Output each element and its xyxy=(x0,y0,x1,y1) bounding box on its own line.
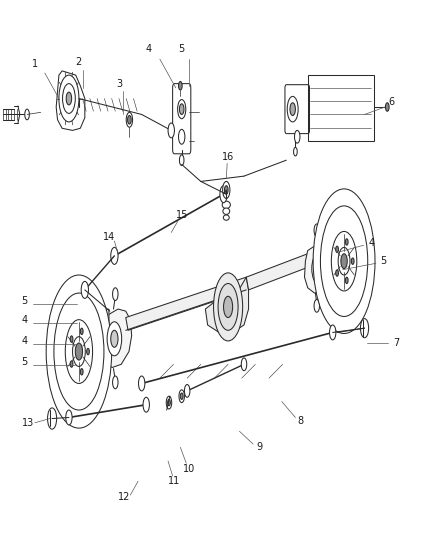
Polygon shape xyxy=(102,309,132,368)
Circle shape xyxy=(290,103,295,116)
Circle shape xyxy=(113,288,118,301)
Circle shape xyxy=(80,369,83,375)
Circle shape xyxy=(287,96,298,122)
Circle shape xyxy=(346,277,348,284)
Circle shape xyxy=(329,325,336,340)
Text: 5: 5 xyxy=(21,357,28,367)
Circle shape xyxy=(111,247,118,264)
Text: 3: 3 xyxy=(116,79,122,88)
Ellipse shape xyxy=(223,215,229,220)
Circle shape xyxy=(59,75,79,122)
Circle shape xyxy=(127,116,131,124)
Text: 11: 11 xyxy=(168,477,180,486)
Circle shape xyxy=(46,275,112,428)
Text: 16: 16 xyxy=(222,152,234,162)
Text: 10: 10 xyxy=(184,464,195,473)
Circle shape xyxy=(218,284,238,330)
Polygon shape xyxy=(205,277,248,333)
Circle shape xyxy=(180,155,184,165)
Circle shape xyxy=(314,300,319,312)
Circle shape xyxy=(168,123,174,138)
Text: 13: 13 xyxy=(22,418,34,428)
Circle shape xyxy=(168,399,170,406)
Text: 5: 5 xyxy=(21,295,28,305)
Circle shape xyxy=(223,296,233,318)
Text: 4: 4 xyxy=(368,238,374,248)
Text: 4: 4 xyxy=(21,314,28,325)
Circle shape xyxy=(66,410,72,425)
Circle shape xyxy=(180,393,183,399)
Circle shape xyxy=(223,181,230,198)
Circle shape xyxy=(293,148,297,156)
Circle shape xyxy=(25,109,29,120)
Circle shape xyxy=(75,343,82,360)
Circle shape xyxy=(179,390,184,402)
Circle shape xyxy=(81,281,88,298)
Text: 4: 4 xyxy=(145,44,152,53)
Text: 9: 9 xyxy=(256,442,262,452)
Text: 15: 15 xyxy=(176,211,188,221)
Circle shape xyxy=(312,254,325,284)
Circle shape xyxy=(360,319,369,338)
Circle shape xyxy=(70,361,73,367)
Circle shape xyxy=(111,330,118,348)
Circle shape xyxy=(126,112,133,127)
Circle shape xyxy=(313,189,375,334)
Ellipse shape xyxy=(223,208,230,214)
Circle shape xyxy=(336,246,339,253)
Circle shape xyxy=(179,82,182,90)
Circle shape xyxy=(241,358,247,370)
Text: 7: 7 xyxy=(393,338,399,348)
Text: 5: 5 xyxy=(381,256,387,266)
Circle shape xyxy=(341,254,347,269)
Text: 5: 5 xyxy=(179,44,185,53)
Circle shape xyxy=(138,376,145,391)
Circle shape xyxy=(66,92,72,105)
Text: 6: 6 xyxy=(389,96,395,107)
Circle shape xyxy=(294,131,300,143)
Circle shape xyxy=(315,261,321,276)
Circle shape xyxy=(346,239,348,245)
Circle shape xyxy=(214,273,243,341)
Circle shape xyxy=(224,185,228,194)
Circle shape xyxy=(166,396,172,409)
Circle shape xyxy=(314,224,319,237)
Text: 8: 8 xyxy=(298,416,304,426)
Circle shape xyxy=(178,100,186,119)
Text: 14: 14 xyxy=(103,232,115,242)
Circle shape xyxy=(113,376,118,389)
Circle shape xyxy=(179,130,185,144)
Circle shape xyxy=(48,408,57,429)
Ellipse shape xyxy=(222,201,230,208)
Circle shape xyxy=(143,397,149,412)
Circle shape xyxy=(63,84,75,114)
Circle shape xyxy=(80,328,83,335)
Polygon shape xyxy=(246,254,310,290)
Polygon shape xyxy=(126,277,248,330)
Polygon shape xyxy=(304,243,333,293)
Circle shape xyxy=(184,384,190,397)
Circle shape xyxy=(180,104,184,115)
Circle shape xyxy=(385,103,389,111)
Circle shape xyxy=(70,336,73,342)
Text: 4: 4 xyxy=(21,336,28,346)
Circle shape xyxy=(107,322,122,356)
Polygon shape xyxy=(91,309,109,341)
Circle shape xyxy=(351,258,354,264)
Text: 1: 1 xyxy=(32,60,38,69)
Circle shape xyxy=(336,270,339,276)
Text: 2: 2 xyxy=(75,58,81,67)
Text: 12: 12 xyxy=(118,492,131,502)
Circle shape xyxy=(87,349,89,355)
Circle shape xyxy=(220,185,227,203)
